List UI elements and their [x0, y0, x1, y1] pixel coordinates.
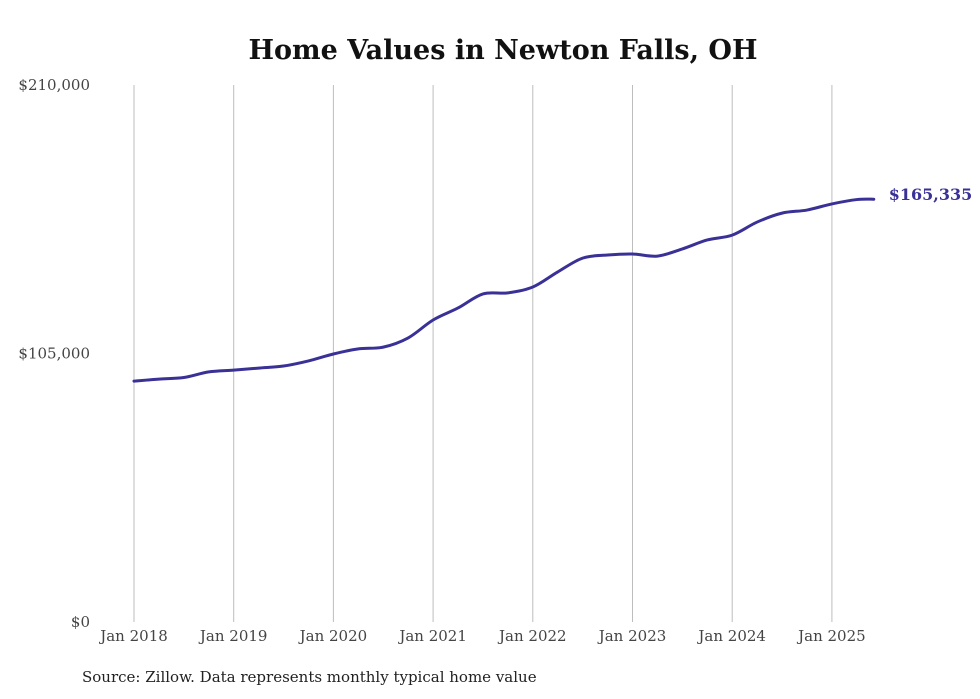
- y-tick-label: $105,000: [18, 345, 90, 363]
- x-tick-label: Jan 2023: [597, 627, 667, 645]
- y-tick-label: $0: [71, 613, 90, 631]
- series-line: [132, 197, 876, 383]
- x-tick-label: Jan 2024: [696, 627, 766, 645]
- y-axis: $0 $105,000 $210,000: [18, 76, 90, 631]
- x-axis: Jan 2018 Jan 2019 Jan 2020 Jan 2021 Jan 2022…: [98, 627, 865, 645]
- source-note: Source: Zillow. Data represents monthly …: [82, 668, 537, 686]
- x-tick-label: Jan 2020: [298, 627, 368, 645]
- x-tick-label: Jan 2018: [98, 627, 168, 645]
- x-tick-label: Jan 2021: [397, 627, 467, 645]
- x-tick-label: Jan 2022: [497, 627, 567, 645]
- end-value-label: $165,335: [889, 185, 973, 204]
- y-tick-label: $210,000: [18, 76, 90, 94]
- chart-title: Home Values in Newton Falls, OH: [249, 35, 758, 66]
- gridlines: [133, 85, 833, 622]
- x-tick-label: Jan 2025: [796, 627, 866, 645]
- x-tick-label: Jan 2019: [198, 627, 268, 645]
